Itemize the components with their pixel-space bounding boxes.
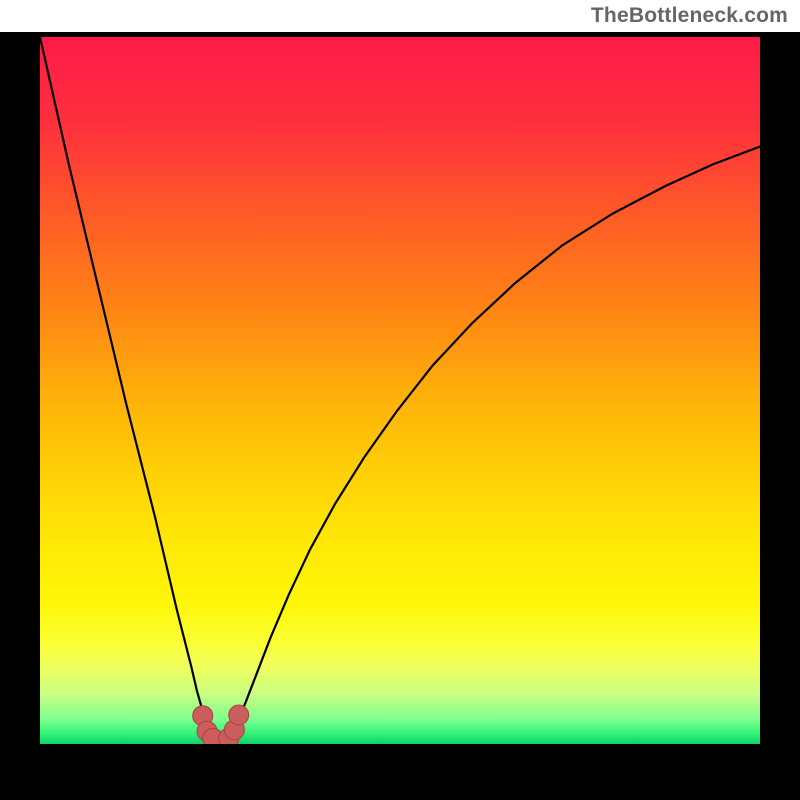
gradient-bg (40, 37, 760, 744)
dip-marker (229, 705, 249, 725)
bottleneck-chart (0, 0, 800, 800)
watermark-text: TheBottleneck.com (591, 4, 788, 28)
